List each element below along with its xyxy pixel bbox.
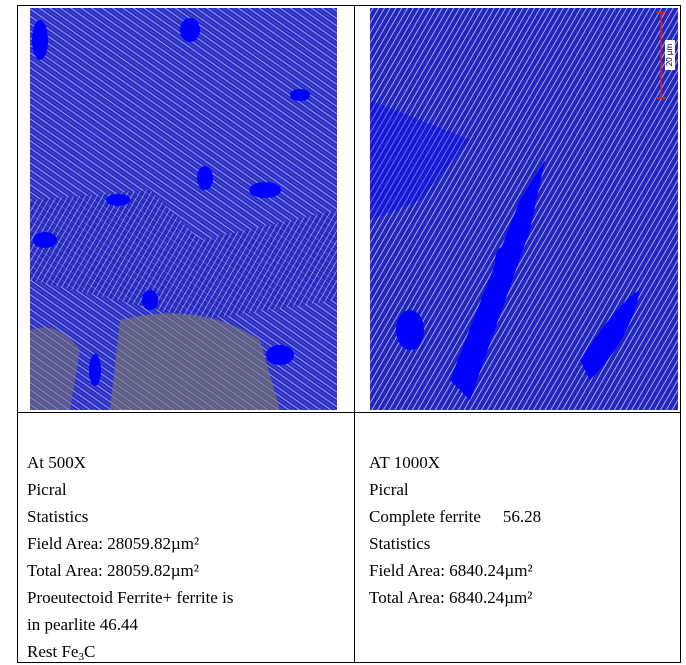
text-line: Total Area: 28059.82µm² (27, 557, 233, 584)
text-line: Picral (369, 476, 541, 503)
text-line: Complete ferrite 56.28 (369, 503, 541, 530)
text-line: in pearlite 46.44 (27, 611, 233, 638)
text-line: Field Area: 28059.82µm² (27, 530, 233, 557)
text: Rest Fe (27, 642, 78, 661)
text: C (84, 642, 95, 661)
label: Complete ferrite (369, 507, 481, 526)
scale-label: 20 µm (665, 43, 674, 66)
text-line: Proeutectoid Ferrite+ ferrite is (27, 584, 233, 611)
text-line: Statistics (369, 530, 541, 557)
text-line: AT 1000X (369, 449, 541, 476)
text-line: Picral (27, 476, 233, 503)
micrograph-left (30, 8, 337, 410)
text-line: Rest Fe3C (27, 638, 233, 665)
text-line: Total Area: 6840.24µm² (369, 584, 541, 611)
text-line: Field Area: 6840.24µm² (369, 557, 541, 584)
page: 20 µm At 500XPicralStatisticsField Area:… (0, 0, 686, 663)
text-line: Statistics (27, 503, 233, 530)
micrograph-right (370, 8, 678, 410)
text-line: At 500X (27, 449, 233, 476)
value: 56.28 (503, 507, 541, 526)
